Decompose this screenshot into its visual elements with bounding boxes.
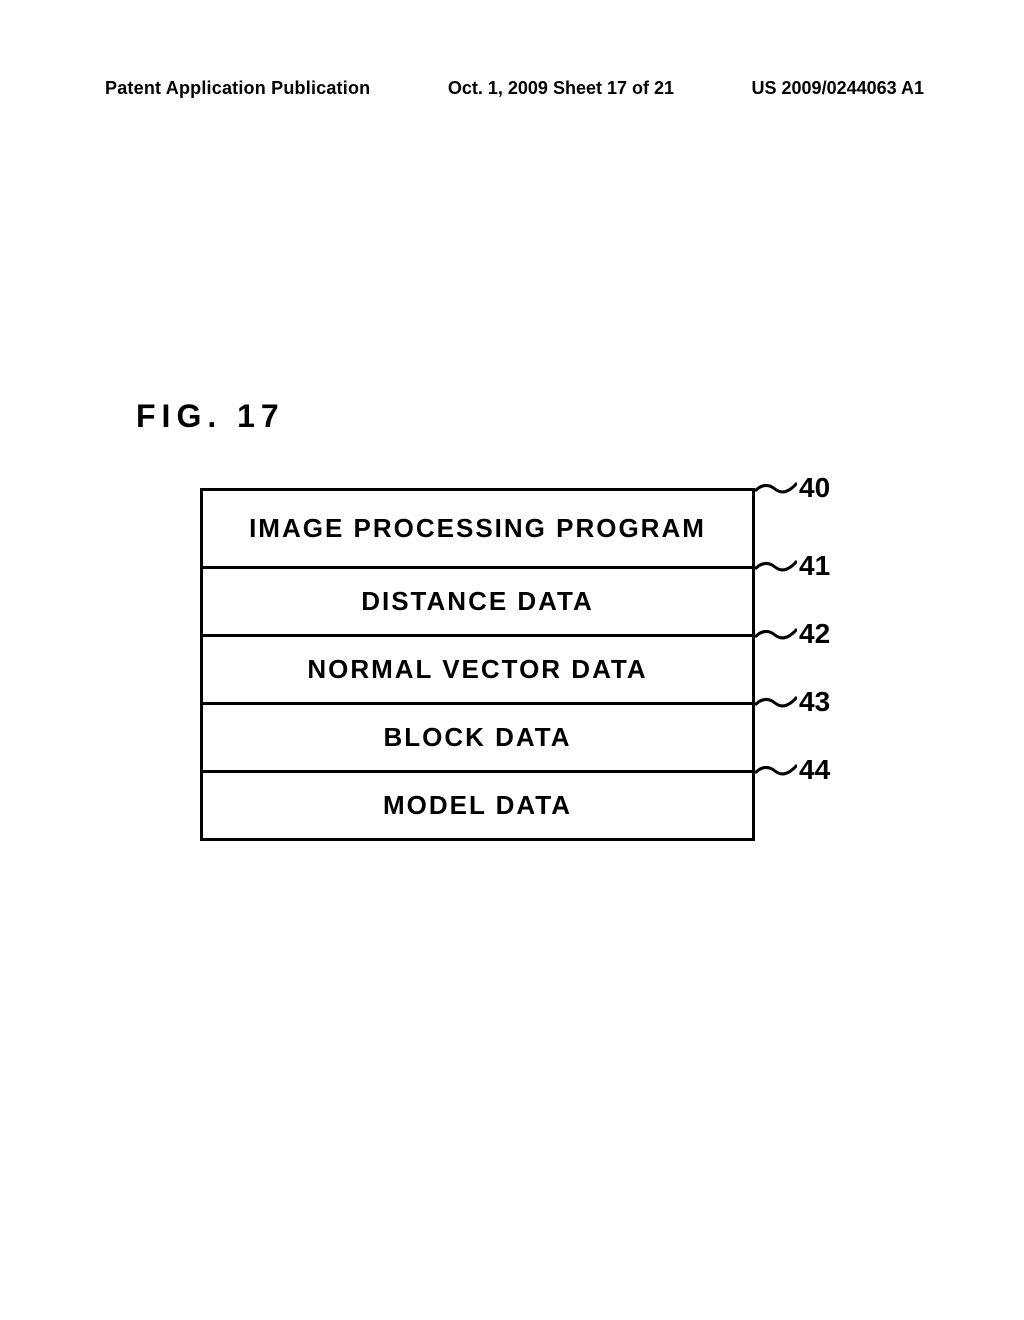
lead-line-icon [755,625,797,643]
cell-distance-data: DISTANCE DATA [202,568,754,636]
cell-image-processing-program: IMAGE PROCESSING PROGRAM [202,490,754,568]
lead-line-icon [755,761,797,779]
data-table-container: IMAGE PROCESSING PROGRAM DISTANCE DATA N… [200,488,755,841]
callout-41: 41 [755,550,830,582]
cell-model-data: MODEL DATA [202,772,754,840]
table-row: BLOCK DATA [202,704,754,772]
cell-normal-vector-data: NORMAL VECTOR DATA [202,636,754,704]
header-publication: Patent Application Publication [105,78,370,99]
header-patent-number: US 2009/0244063 A1 [752,78,924,99]
cell-block-data: BLOCK DATA [202,704,754,772]
callout-label: 43 [799,686,830,718]
lead-line-icon [755,557,797,575]
callout-label: 42 [799,618,830,650]
callout-43: 43 [755,686,830,718]
table-row: DISTANCE DATA [202,568,754,636]
table-row: MODEL DATA [202,772,754,840]
page-header: Patent Application Publication Oct. 1, 2… [0,78,1024,99]
callout-40: 40 [755,472,830,504]
callout-label: 40 [799,472,830,504]
callout-label: 41 [799,550,830,582]
table-row: NORMAL VECTOR DATA [202,636,754,704]
header-date-sheet: Oct. 1, 2009 Sheet 17 of 21 [448,78,674,99]
data-table: IMAGE PROCESSING PROGRAM DISTANCE DATA N… [200,488,755,841]
figure-title: FIG. 17 [136,398,285,435]
callout-label: 44 [799,754,830,786]
lead-line-icon [755,479,797,497]
lead-line-icon [755,693,797,711]
callout-44: 44 [755,754,830,786]
callout-42: 42 [755,618,830,650]
table-row: IMAGE PROCESSING PROGRAM [202,490,754,568]
